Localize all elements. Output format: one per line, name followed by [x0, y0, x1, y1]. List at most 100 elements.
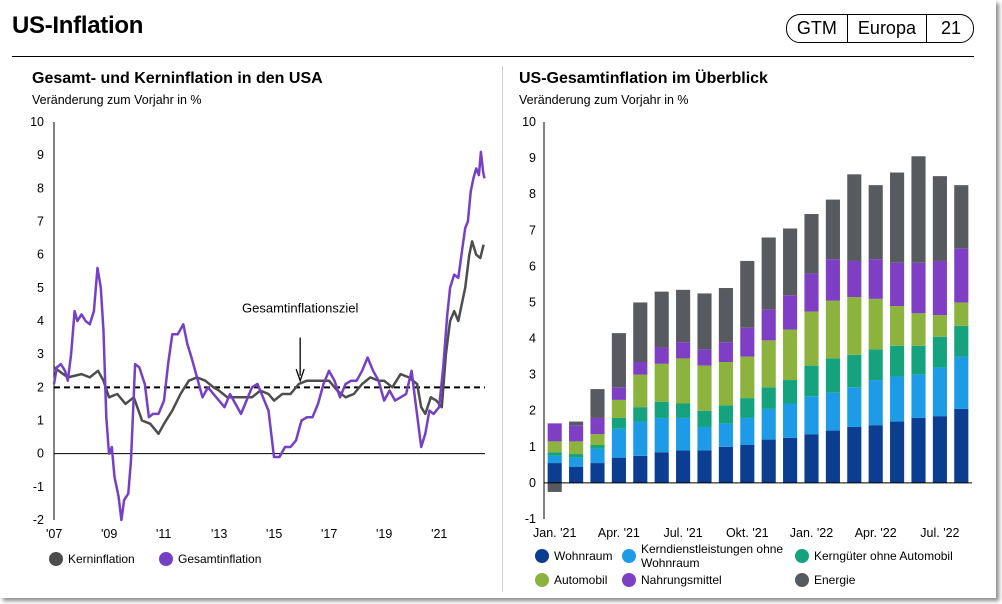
bar-segment: [697, 365, 712, 411]
x-tick-label: '13: [211, 527, 227, 541]
bar-segment: [654, 401, 669, 418]
x-tick-label: '07: [46, 527, 62, 541]
y-tick-label: 6: [37, 248, 44, 262]
y-tick-label: 0: [37, 447, 44, 461]
page-title: US-Inflation: [12, 12, 144, 39]
bar-segment: [868, 380, 883, 426]
legend-label: Nahrungsmittel: [641, 573, 722, 587]
x-tick-label: Apr. '22: [855, 526, 897, 540]
bar-segment: [825, 358, 840, 393]
bar-segment: [847, 174, 862, 261]
bar-segment: [911, 313, 926, 346]
bar-segment: [804, 365, 819, 397]
bar-segment: [654, 417, 669, 453]
x-tick-label: '17: [321, 527, 337, 541]
legend-label: Wohnraum: [554, 549, 612, 563]
bar-segment: [718, 446, 733, 483]
bar-segment: [868, 349, 883, 381]
bar-segment: [547, 441, 562, 453]
tag-page-number: 21: [940, 18, 961, 38]
bar-segment: [676, 289, 691, 343]
bar-segment: [825, 392, 840, 431]
legend-label: Kerndienstleistungen ohne Wohnraum: [641, 542, 783, 570]
bar-segment: [718, 423, 733, 447]
bar-segment: [633, 421, 648, 456]
y-tick-label: 5: [529, 295, 536, 309]
legend-label: Energie: [814, 573, 856, 587]
y-tick-label: 6: [529, 259, 536, 273]
x-tick-label: '11: [156, 527, 171, 541]
bar-segment: [847, 260, 862, 298]
x-tick-label: Okt. '21: [726, 526, 769, 540]
bar-segment: [740, 356, 755, 399]
bar-segment: [547, 423, 562, 442]
tag-gtm: GTM: [787, 15, 848, 42]
bar-segment: [697, 410, 712, 427]
bar-segment: [868, 259, 883, 299]
y-tick-label: 8: [37, 181, 44, 195]
annotation-arrow-head: [295, 368, 305, 383]
bar-segment: [569, 454, 584, 458]
y-tick-label: 4: [37, 314, 44, 328]
legend-marker: [622, 573, 636, 587]
bar-segment: [676, 450, 691, 483]
bar-segment: [868, 425, 883, 483]
bar-segment: [954, 356, 969, 409]
y-tick-label: 7: [529, 223, 536, 237]
bar-segment: [547, 455, 562, 464]
x-tick-label: Jul. '22: [920, 526, 959, 540]
y-tick-label: 0: [529, 476, 536, 490]
bar-segment: [611, 417, 626, 429]
bar-segment: [890, 306, 905, 346]
bar-segment: [740, 260, 755, 328]
bar-segment: [954, 408, 969, 483]
bar-segment: [783, 380, 798, 404]
bar-segment: [868, 185, 883, 260]
bar-segment: [890, 172, 905, 263]
bar-segment: [890, 262, 905, 307]
y-tick-label: 10: [522, 115, 536, 129]
bar-segment: [761, 439, 776, 483]
bar-segment: [611, 399, 626, 418]
legend-marker: [535, 573, 549, 587]
bar-segment: [783, 437, 798, 483]
bar-segment: [932, 336, 947, 368]
slide-tag-box: GTM Europa 21: [785, 14, 974, 43]
bar-segment: [954, 185, 969, 249]
bar-segment: [932, 367, 947, 417]
bar-segment: [569, 466, 584, 483]
bar-segment: [825, 199, 840, 260]
y-tick-label: 5: [37, 281, 44, 295]
line-chart: 109876543210-1-2'07'09'11'13'15'17'19'21…: [30, 115, 486, 566]
bar-segment: [547, 463, 562, 483]
bar-segment: [718, 288, 733, 343]
bar-segment: [804, 434, 819, 483]
legend-label: Gesamtinflation: [178, 552, 261, 566]
bar-segment: [676, 403, 691, 418]
y-tick-label: -1: [33, 480, 44, 494]
bar-segment: [590, 389, 605, 418]
bar-segment: [932, 416, 947, 483]
bar-segment: [911, 374, 926, 418]
y-tick-label: 10: [30, 115, 44, 129]
bar-segment: [761, 237, 776, 310]
bar-segment: [911, 262, 926, 314]
bar-segment: [954, 302, 969, 326]
bar-segment: [761, 340, 776, 388]
bar-segment: [569, 425, 584, 442]
bar-segment: [761, 408, 776, 440]
y-tick-label: 1: [37, 414, 44, 428]
bar-segment: [847, 297, 862, 355]
bar-segment: [547, 482, 562, 492]
bar-segment: [847, 387, 862, 427]
bar-segment: [654, 363, 669, 402]
bar-segment: [569, 441, 584, 455]
bar-segment: [547, 452, 562, 456]
right-chart-subtitle: Veränderung zum Vorjahr in %: [519, 93, 689, 107]
bar-segment: [740, 398, 755, 418]
y-tick-label: 2: [37, 380, 44, 394]
bar-segment: [740, 445, 755, 483]
left-chart-subtitle: Veränderung zum Vorjahr in %: [32, 93, 202, 107]
